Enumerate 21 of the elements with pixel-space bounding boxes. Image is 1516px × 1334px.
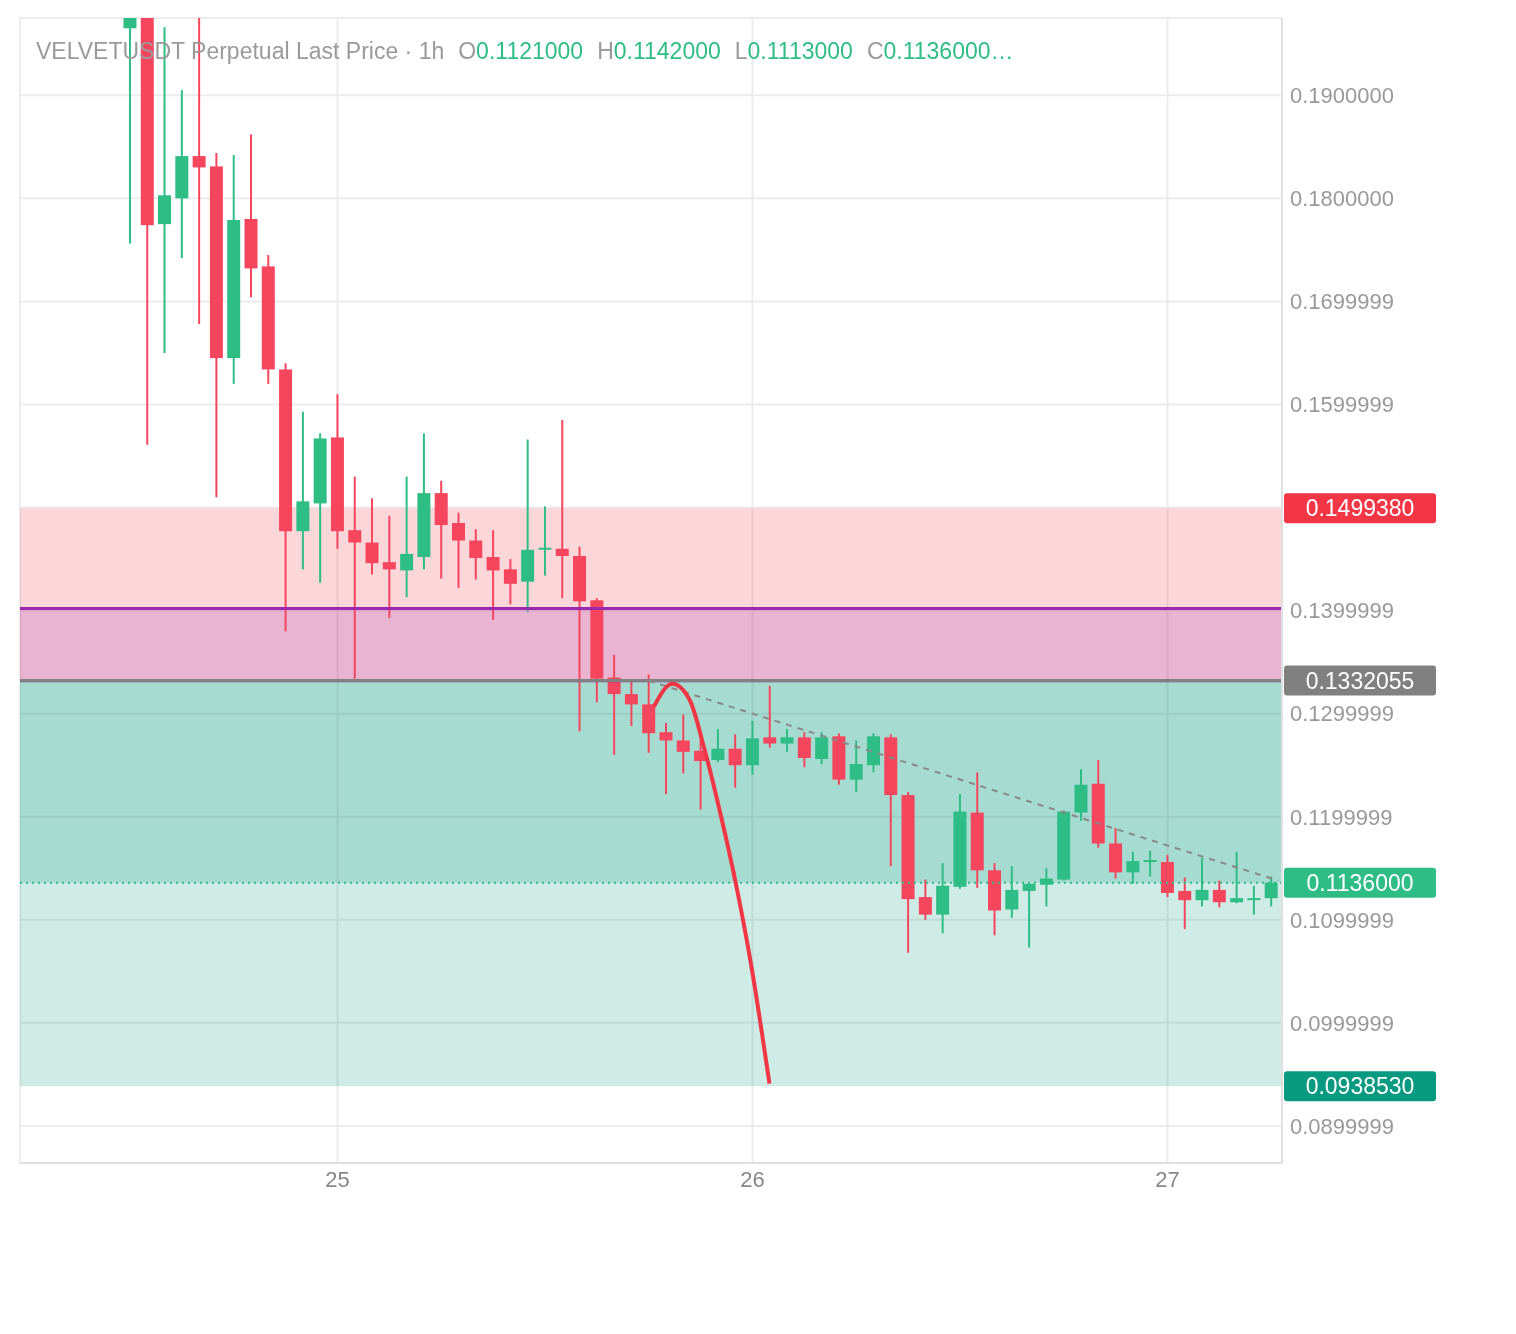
y-tick-label: 0.1800000 [1290, 186, 1394, 212]
band-label: 0.0938530 [1305, 1073, 1415, 1100]
y-tick-label: 0.1699999 [1290, 289, 1394, 315]
y-tick-label: 0.1099999 [1290, 907, 1394, 933]
annotation: H0.1142000 [597, 38, 721, 64]
x-tick-label: 26 [740, 1166, 765, 1192]
x-tick-label: 25 [325, 1166, 350, 1192]
y-tick-label: 0.1299999 [1290, 701, 1394, 727]
ref-line-label: 0.1332055 [1305, 667, 1415, 694]
y-tick-label: 0.1599999 [1290, 392, 1394, 418]
annotation: C0.1136000… [866, 38, 1014, 64]
y-tick-label: 0.0899999 [1290, 1113, 1394, 1139]
y-tick-label: 0.0999999 [1290, 1010, 1394, 1036]
y-tick-label: 0.1900000 [1290, 83, 1394, 109]
x-tick-label: 27 [1155, 1166, 1180, 1192]
band-label: 0.1499380 [1305, 495, 1415, 522]
ref-line-label: 0.1136000 [1306, 869, 1414, 896]
y-tick-label: 0.1399999 [1290, 598, 1394, 624]
annotation: L0.1113000 [734, 38, 853, 64]
annotation: O0.1121000 [458, 38, 584, 64]
y-tick-label: 0.1199999 [1290, 804, 1393, 830]
